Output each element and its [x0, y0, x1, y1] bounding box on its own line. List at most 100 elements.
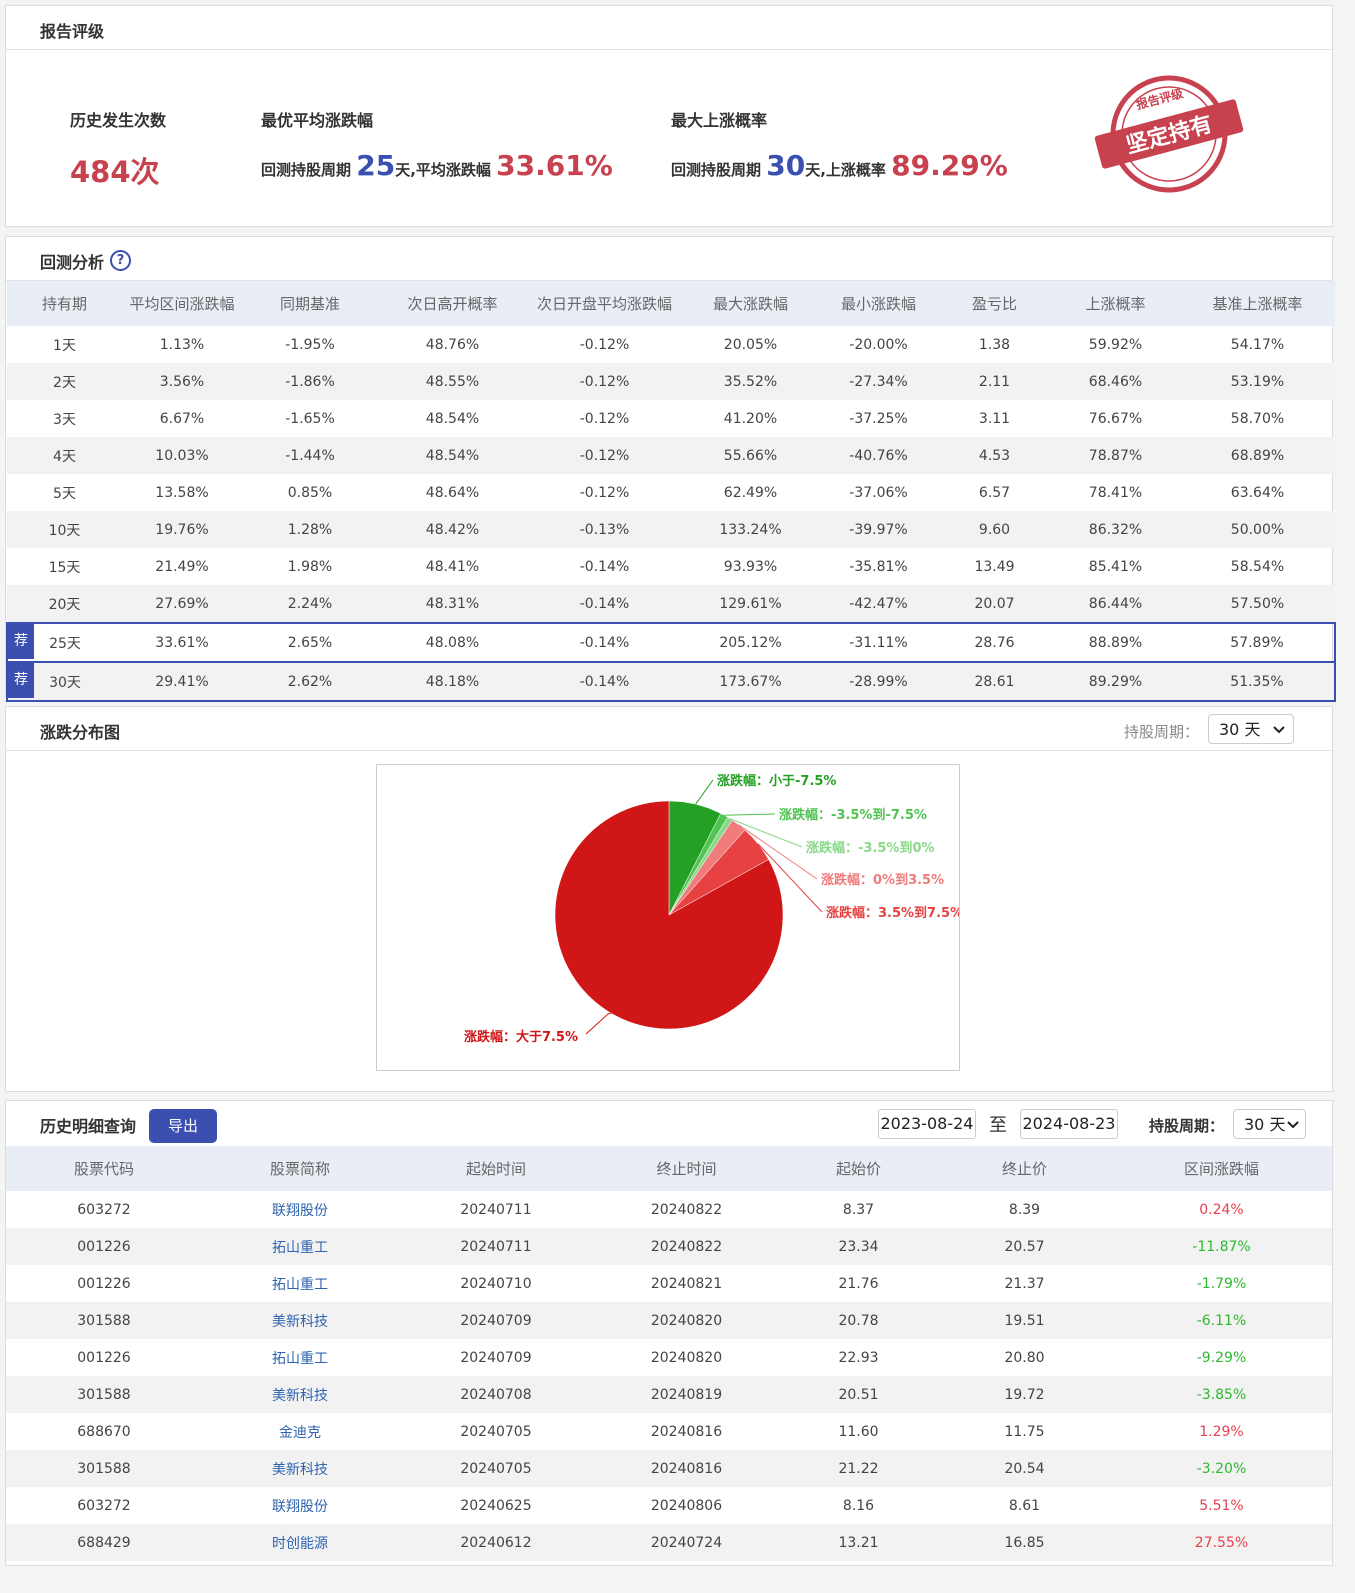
panel-title: 历史明细查询: [40, 1117, 137, 1136]
cell: 拓山重工: [202, 1339, 398, 1376]
stat-text: 天,平均涨跌幅: [395, 161, 491, 179]
cell: -9.29%: [1196, 1349, 1247, 1366]
cell: 金迪克: [202, 1413, 398, 1450]
cell: 8.39: [1008, 1201, 1041, 1218]
cell: -0.14%: [527, 622, 682, 663]
cell: 15天: [48, 559, 81, 576]
column-header: 上涨概率: [1051, 281, 1180, 326]
cell: -0.12%: [579, 336, 630, 353]
cell: 6.57: [978, 484, 1011, 501]
cell: 129.61%: [682, 585, 819, 623]
leader-line: [729, 818, 803, 848]
leader-line: [585, 1012, 612, 1035]
cell: 21.76: [838, 1275, 879, 1292]
cell: 20240711: [398, 1228, 594, 1265]
date-from[interactable]: 2023-08-24: [878, 1109, 976, 1139]
cell: 20240816: [650, 1423, 723, 1440]
cell: 76.67%: [1088, 410, 1143, 427]
cell: 20240710: [460, 1275, 532, 1292]
cell: -1.44%: [242, 437, 378, 474]
period-select[interactable]: 30 天: [1208, 714, 1294, 744]
cell: 拓山重工: [202, 1265, 398, 1302]
stat-value: 484次: [70, 155, 160, 189]
cell: -1.95%: [285, 336, 335, 353]
cell: 19.51: [938, 1302, 1111, 1339]
cell: -28.99%: [819, 661, 938, 702]
column-header: 次日开盘平均涨跌幅: [527, 281, 682, 326]
cell: 301588: [6, 1302, 202, 1339]
cell: 1天: [53, 337, 76, 354]
stock-link[interactable]: 拓山重工: [272, 1239, 328, 1256]
recommend-tag: 荐: [8, 663, 34, 698]
stock-link[interactable]: 美新科技: [272, 1461, 328, 1478]
cell: 20240822: [594, 1228, 779, 1265]
stock-link[interactable]: 联翔股份: [272, 1202, 328, 1219]
table-row: 603272 联翔股份 20240711 20240822 8.37 8.39 0.24%: [6, 1191, 1332, 1228]
cell: 20240820: [594, 1302, 779, 1339]
cell: 20240724: [594, 1524, 779, 1561]
date-to[interactable]: 2024-08-23: [1020, 1109, 1118, 1139]
cell: -0.14%: [527, 585, 682, 623]
cell: -1.86%: [242, 363, 378, 400]
slice-label: 涨跌幅：0%到3.5%: [820, 872, 944, 888]
cell: 1.13%: [159, 336, 205, 353]
table-row: 001226 拓山重工 20240709 20240820 22.93 20.80 -9.2…: [6, 1339, 1332, 1376]
stock-link[interactable]: 拓山重工: [272, 1276, 328, 1293]
cell: 20.78: [779, 1302, 938, 1339]
cell: 48.54%: [378, 437, 527, 474]
cell: 联翔股份: [202, 1191, 398, 1228]
cell: 63.64%: [1230, 484, 1285, 501]
table-row: 25天荐 33.61% 2.65% 48.08% -0.14% 205.12% -31.11…: [6, 622, 1336, 663]
cell: -0.14%: [527, 661, 682, 702]
table-row: 001226 拓山重工 20240710 20240821 21.76 21.37 -1.7…: [6, 1265, 1332, 1302]
stock-link[interactable]: 美新科技: [272, 1387, 328, 1404]
recommend-tag: 荐: [8, 624, 34, 659]
cell: 301588: [6, 1450, 202, 1487]
period-select[interactable]: 30 天: [1233, 1109, 1306, 1139]
cell: 20240625: [460, 1497, 532, 1514]
table-row: 2天 3.56% -1.86% 48.55% -0.12% 35.52% -27.34% 2.…: [7, 363, 1335, 400]
cell: 33.61%: [122, 622, 242, 663]
stat-label: 历史发生次数: [70, 111, 167, 130]
cell: 1.28%: [242, 511, 378, 548]
cell: 拓山重工: [202, 1228, 398, 1265]
cell: 173.67%: [682, 661, 819, 702]
stat-value: 33.61%: [496, 149, 613, 182]
cell: 2.11: [938, 363, 1051, 400]
table-row: 688670 金迪克 20240705 20240816 11.60 11.75 1.29%: [6, 1413, 1332, 1450]
cell: -40.76%: [819, 437, 938, 474]
table-row: 3天 6.67% -1.65% 48.54% -0.12% 41.20% -37.25% 3.…: [7, 400, 1335, 437]
cell: 57.50%: [1180, 585, 1335, 623]
cell: 22.93: [838, 1349, 879, 1366]
cell: 28.76: [938, 622, 1051, 663]
export-button[interactable]: 导出: [149, 1109, 217, 1143]
help-icon[interactable]: ?: [110, 250, 131, 271]
cell: 48.76%: [425, 336, 480, 353]
stat-value: 89.29%: [891, 149, 1008, 182]
leader-line: [738, 824, 818, 880]
stock-link[interactable]: 美新科技: [272, 1313, 328, 1330]
stat-line: 回测持股周期 30天,上涨概率 89.29%: [671, 149, 1008, 182]
cell: -27.34%: [819, 363, 938, 400]
cell: 美新科技: [202, 1450, 398, 1487]
column-header: 区间涨跌幅: [1111, 1146, 1332, 1191]
stock-link[interactable]: 金迪克: [279, 1424, 321, 1441]
cell: 86.44%: [1051, 585, 1180, 623]
table-row: 20天 27.69% 2.24% 48.31% -0.14% 129.61% -42.47%…: [7, 585, 1335, 623]
column-header: 终止价: [938, 1146, 1111, 1191]
cell: 51.35%: [1180, 661, 1336, 702]
stock-link[interactable]: 时创能源: [272, 1535, 328, 1552]
cell: -6.11%: [1111, 1302, 1332, 1339]
select-value: 30 天: [1244, 1115, 1286, 1134]
cell: 50.00%: [1180, 511, 1335, 548]
stock-link[interactable]: 拓山重工: [272, 1350, 328, 1367]
cell: 20天: [7, 585, 122, 623]
cell: 301588: [6, 1376, 202, 1413]
cell: 19.76%: [122, 511, 242, 548]
stock-link[interactable]: 联翔股份: [272, 1498, 328, 1515]
cell: 13.49: [974, 558, 1015, 575]
cell: 57.89%: [1180, 622, 1336, 663]
column-header: 盈亏比: [938, 281, 1051, 326]
chart: 涨跌幅：小于-7.5% 涨跌幅：-3.5%到-7.5% 涨跌幅：-3.5%到0% 涨跌…: [376, 764, 960, 1071]
cell: 美新科技: [202, 1376, 398, 1413]
